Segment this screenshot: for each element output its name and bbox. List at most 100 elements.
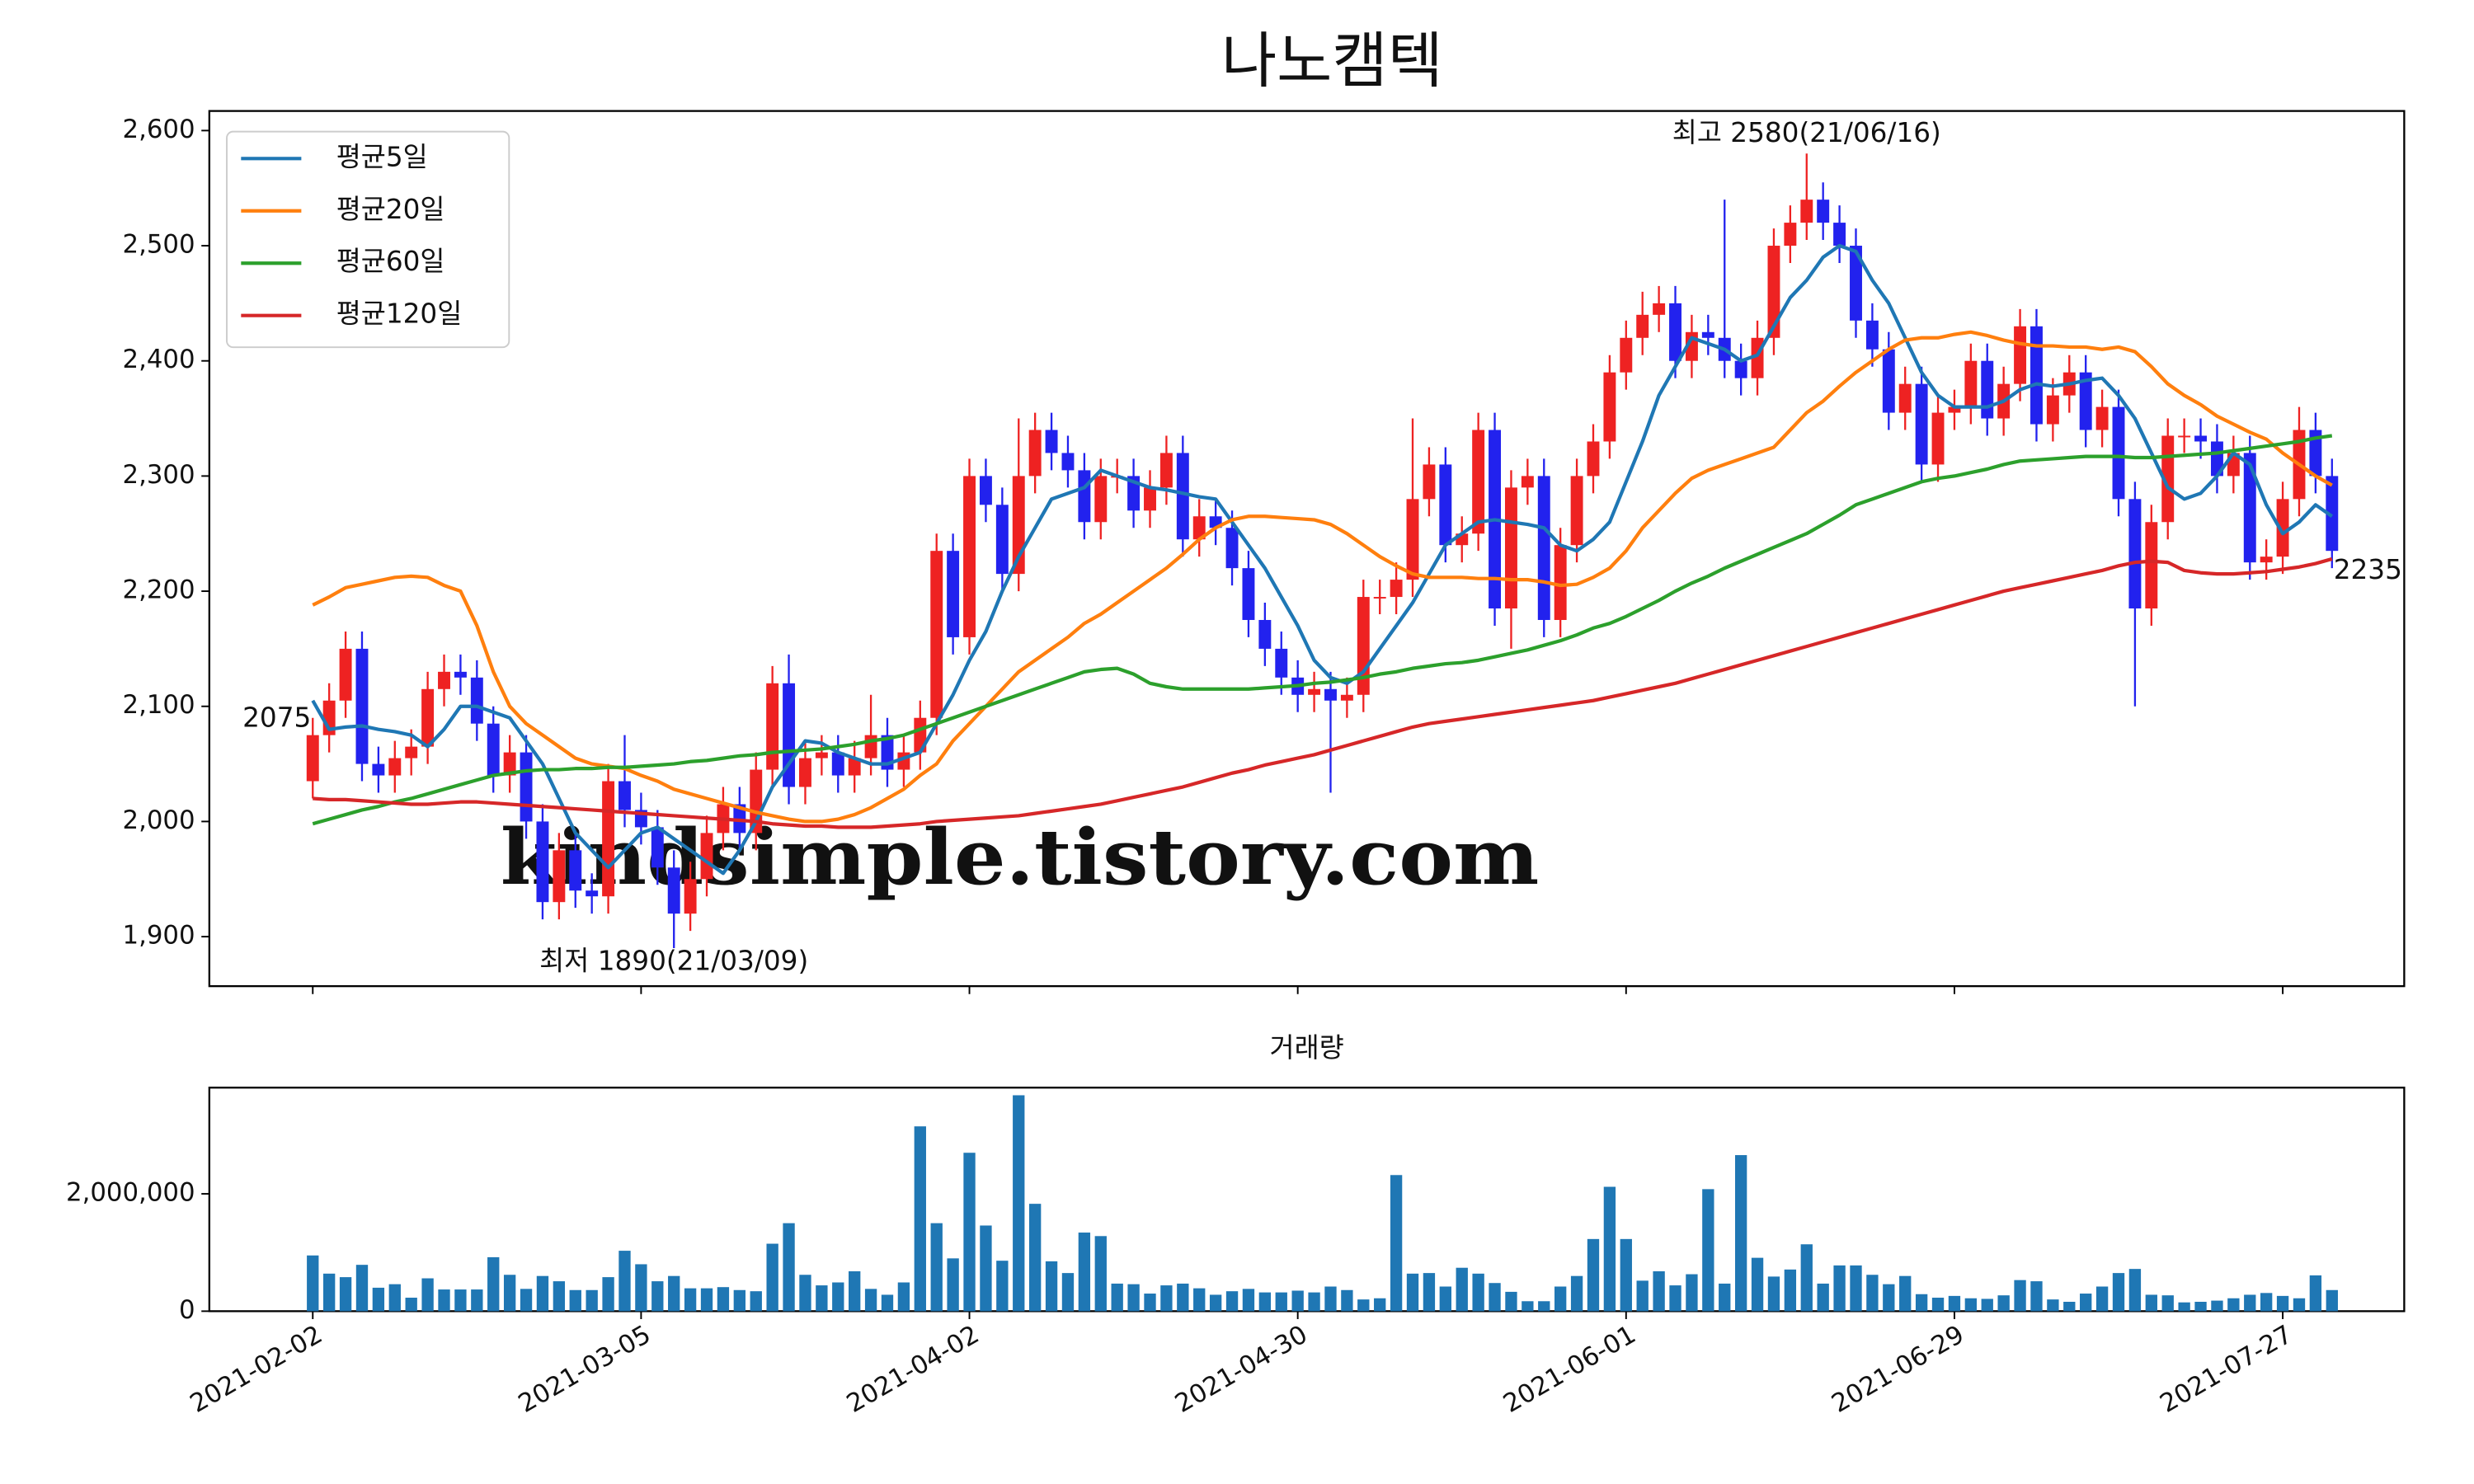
volume-bar (849, 1270, 861, 1312)
volume-y-tick-label: 2,000,000 (66, 1178, 195, 1208)
volume-bar (881, 1294, 894, 1312)
volume-bar (684, 1288, 697, 1312)
volume-bar (1570, 1275, 1583, 1312)
candle-body (1981, 360, 1994, 419)
volume-bar (963, 1153, 976, 1312)
candle-body (1258, 619, 1272, 649)
volume-bar (783, 1223, 795, 1312)
candle-body (1882, 349, 1895, 413)
volume-bar (1111, 1283, 1123, 1312)
legend-label: 평균120일 (336, 298, 463, 330)
ma-line (312, 434, 2333, 826)
candle-body (1061, 453, 1075, 471)
volume-bar (914, 1126, 926, 1312)
candle-body (848, 758, 861, 776)
volume-bar (1702, 1189, 1714, 1312)
candle-body (1373, 597, 1386, 599)
candle-body (1850, 246, 1862, 321)
volume-bar (1883, 1284, 1895, 1312)
volume-bar (980, 1225, 992, 1312)
candle-body (1472, 430, 1485, 534)
candle-body (1817, 200, 1830, 223)
candle-body (1176, 453, 1189, 540)
volume-bar (2145, 1294, 2157, 1312)
candle-body (1865, 320, 1879, 350)
candle-body (1192, 516, 1206, 540)
y-tick-label: 2,200 (123, 575, 195, 605)
volume-bar (339, 1277, 352, 1312)
candle-body (1159, 453, 1173, 488)
candle-body (2145, 522, 2158, 609)
volume-bar (1784, 1269, 1797, 1312)
candle-body (1767, 246, 1780, 338)
price-axes (208, 110, 2406, 988)
volume-bar (355, 1265, 369, 1312)
candle-body (2178, 435, 2191, 438)
volume-bar (1505, 1291, 1517, 1312)
volume-bar (635, 1264, 647, 1312)
volume-bar (1341, 1289, 1353, 1312)
candle-body (1275, 648, 1288, 678)
volume-bar (307, 1255, 319, 1312)
candle-body (2243, 453, 2256, 563)
candle-body (1225, 528, 1239, 569)
volume-bar (1406, 1273, 1419, 1312)
candle-body (1504, 487, 1517, 609)
ma-line (311, 243, 2334, 876)
candle-body (1800, 200, 1813, 223)
volume-bar (816, 1285, 828, 1312)
candle-body (1144, 487, 1156, 511)
candle-body (798, 758, 811, 787)
candle-body (1603, 372, 1616, 442)
volume-bar (322, 1273, 336, 1312)
volume-bar (1538, 1301, 1550, 1312)
volume-bar (1160, 1285, 1173, 1312)
y-tick-label: 2,400 (123, 345, 195, 374)
volume-bar (1915, 1294, 1928, 1312)
volume-bar (1800, 1244, 1813, 1312)
volume-bar (1603, 1186, 1616, 1312)
volume-bar (700, 1288, 713, 1312)
volume-bar (2095, 1286, 2109, 1312)
candle-body (1964, 360, 1978, 407)
volume-bar (1078, 1233, 1091, 1312)
candle-body (2046, 395, 2059, 425)
legend-label: 평균5일 (336, 141, 428, 172)
volume-bar (1144, 1294, 1156, 1312)
volume-bar (1964, 1298, 1978, 1312)
volume-bar (1734, 1155, 1747, 1312)
volume-bar (602, 1277, 614, 1312)
y-tick-label: 2,500 (123, 230, 195, 260)
candle-body (1340, 694, 1353, 701)
volume-bar (799, 1275, 811, 1312)
legend-box (226, 130, 510, 349)
volume-bar (668, 1275, 680, 1312)
candle-body (1423, 464, 1436, 500)
volume-bar (1013, 1095, 1025, 1312)
volume-bar (1751, 1257, 1764, 1312)
volume-bar (1669, 1285, 1681, 1312)
volume-bar (897, 1282, 910, 1312)
volume-bar (1719, 1283, 1731, 1312)
candle-body (1521, 476, 1534, 488)
volume-bar (1997, 1295, 2010, 1312)
volume-bar (1948, 1295, 1961, 1312)
candle-body (1620, 337, 1633, 373)
volume-bar (1324, 1286, 1337, 1312)
candle-body (405, 746, 418, 758)
candle-body (684, 879, 697, 914)
y-tick-label: 2,300 (123, 460, 195, 490)
volume-bar (1258, 1292, 1272, 1312)
candle-body (815, 752, 828, 758)
volume-bar (520, 1289, 533, 1312)
candle-body (1898, 383, 1912, 413)
candle-body (2210, 441, 2223, 477)
volume-bar (2244, 1294, 2256, 1312)
candle-body (1554, 545, 1567, 620)
candle-body (1308, 688, 1321, 695)
volume-bar (1357, 1299, 1370, 1312)
volume-bar (405, 1298, 417, 1312)
candle-body (602, 781, 615, 897)
volume-bar (1817, 1283, 1829, 1312)
candle-body (1094, 476, 1108, 523)
